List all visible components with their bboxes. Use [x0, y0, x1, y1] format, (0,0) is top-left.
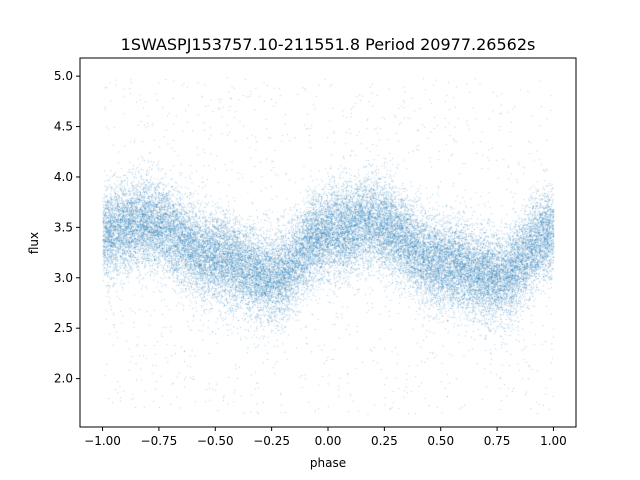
x-tick-label: 0.00 [315, 434, 342, 448]
x-tick-label: −0.50 [197, 434, 234, 448]
y-axis-ticks: 2.0 2.5 3.0 3.5 4.0 4.5 5.0 [54, 69, 80, 386]
scatter-point-cloud [80, 58, 576, 427]
y-tick-label: 4.0 [54, 170, 73, 184]
x-tick-label: 1.00 [540, 434, 567, 448]
y-tick-label: 4.5 [54, 120, 73, 134]
x-tick-label: 0.25 [371, 434, 398, 448]
x-tick-label: 0.75 [484, 434, 511, 448]
scatter-points [80, 58, 576, 427]
y-tick-label: 5.0 [54, 69, 73, 83]
x-tick-label: −0.75 [141, 434, 178, 448]
x-tick-label: −0.25 [253, 434, 290, 448]
x-tick-label: −1.00 [84, 434, 121, 448]
x-axis-ticks: −1.00 −0.75 −0.50 −0.25 0.00 0.25 0.50 0.75 1.00 [84, 427, 567, 448]
chart-title: 1SWASPJ153757.10-211551.8 Period 20977.2… [121, 35, 536, 54]
y-tick-label: 2.0 [54, 372, 73, 386]
y-axis-label: flux [27, 232, 41, 254]
x-tick-label: 0.50 [427, 434, 454, 448]
y-tick-label: 3.0 [54, 271, 73, 285]
x-axis-label: phase [310, 456, 346, 470]
y-tick-label: 2.5 [54, 321, 73, 335]
y-tick-label: 3.5 [54, 220, 73, 234]
